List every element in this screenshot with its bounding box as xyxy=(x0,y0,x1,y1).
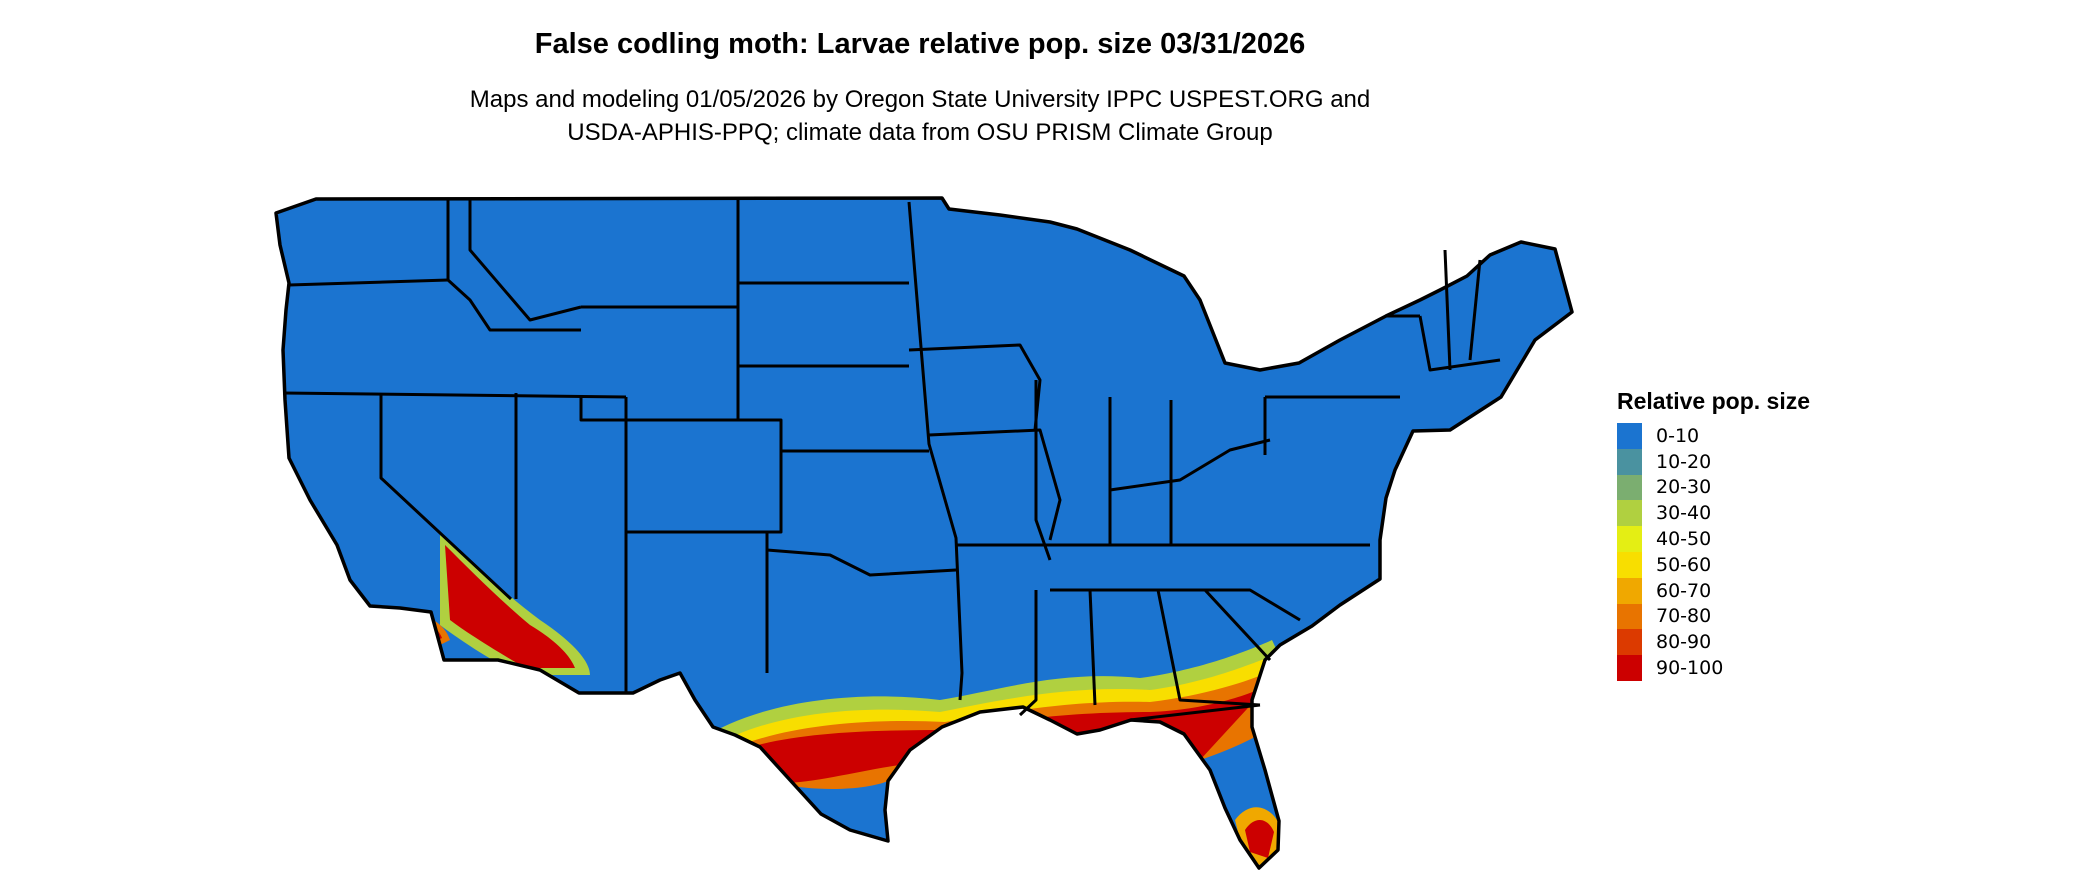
heat-southwest xyxy=(440,535,590,675)
legend-swatch xyxy=(1617,448,1642,475)
legend-label: 20-30 xyxy=(1656,476,1712,499)
legend-swatch xyxy=(1617,474,1642,501)
legend-item: 90-100 xyxy=(1617,655,1810,681)
map-subtitle-line-1: Maps and modeling 01/05/2026 by Oregon S… xyxy=(469,86,1371,113)
legend-swatch xyxy=(1617,423,1642,449)
state-borders xyxy=(282,198,1501,722)
legend: Relative pop. size 0-10 10-20 20-30 30-40 40… xyxy=(1617,388,1810,681)
legend-title: Relative pop. size xyxy=(1617,388,1811,414)
legend-item: 80-90 xyxy=(1617,629,1810,656)
legend-swatch xyxy=(1617,629,1642,656)
legend-label: 80-90 xyxy=(1656,631,1712,654)
legend-item: 20-30 xyxy=(1617,474,1810,501)
legend-item: 10-20 xyxy=(1617,448,1810,475)
legend-label: 60-70 xyxy=(1656,579,1712,602)
legend-swatch xyxy=(1617,500,1642,527)
legend-swatch xyxy=(1617,603,1642,630)
legend-swatch xyxy=(1617,551,1642,578)
legend-item: 50-60 xyxy=(1617,551,1810,578)
legend-label: 0-10 xyxy=(1656,424,1700,447)
legend-label: 90-100 xyxy=(1656,657,1724,680)
legend-label: 70-80 xyxy=(1656,605,1712,628)
legend-item: 30-40 xyxy=(1617,500,1810,527)
map-subtitle-line-2: USDA-APHIS-PPQ; climate data from OSU PR… xyxy=(567,119,1273,146)
map-title: False codling moth: Larvae relative pop.… xyxy=(534,28,1306,60)
legend-swatch xyxy=(1617,577,1642,604)
legend-item: 0-10 xyxy=(1617,423,1810,449)
legend-swatch xyxy=(1617,526,1642,552)
legend-swatch xyxy=(1617,655,1642,681)
us-outline xyxy=(274,196,1574,870)
legend-item: 40-50 xyxy=(1617,526,1810,552)
legend-item: 70-80 xyxy=(1617,603,1810,630)
legend-label: 10-20 xyxy=(1656,450,1712,473)
legend-label: 40-50 xyxy=(1656,528,1712,551)
legend-item: 60-70 xyxy=(1617,577,1810,604)
legend-label: 30-40 xyxy=(1656,502,1712,525)
legend-label: 50-60 xyxy=(1656,553,1712,576)
